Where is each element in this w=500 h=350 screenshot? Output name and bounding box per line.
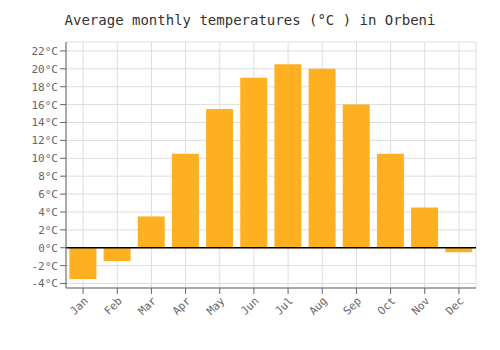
svg-text:10°C: 10°C [32,152,59,165]
svg-text:12°C: 12°C [32,134,59,147]
svg-text:Apr: Apr [170,294,194,318]
svg-text:Mar: Mar [136,294,160,318]
svg-text:2°C: 2°C [38,224,58,237]
svg-text:18°C: 18°C [32,81,59,94]
svg-text:22°C: 22°C [32,45,59,58]
svg-text:Jul: Jul [272,294,295,317]
svg-text:Nov: Nov [409,294,433,318]
svg-text:Aug: Aug [307,294,330,317]
svg-text:16°C: 16°C [32,99,59,112]
svg-text:-4°C: -4°C [32,277,59,290]
svg-text:20°C: 20°C [32,63,59,76]
svg-text:Oct: Oct [375,294,398,317]
svg-text:Jun: Jun [238,294,261,317]
svg-text:14°C: 14°C [32,116,59,129]
svg-text:4°C: 4°C [38,206,58,219]
svg-text:Feb: Feb [102,294,125,317]
html-text:Average monthly temperatures (: Average monthly temperatures (°C ) in Or… [64,12,436,28]
svg-text:8°C: 8°C [38,170,58,183]
svg-text:-2°C: -2°C [32,260,59,273]
svg-text:0°C: 0°C [38,242,58,255]
svg-text:6°C: 6°C [38,188,58,201]
svg-text:Sep: Sep [341,294,364,317]
svg-text:Dec: Dec [443,294,466,317]
svg-text:May: May [204,294,228,318]
svg-text:Jan: Jan [67,294,90,317]
